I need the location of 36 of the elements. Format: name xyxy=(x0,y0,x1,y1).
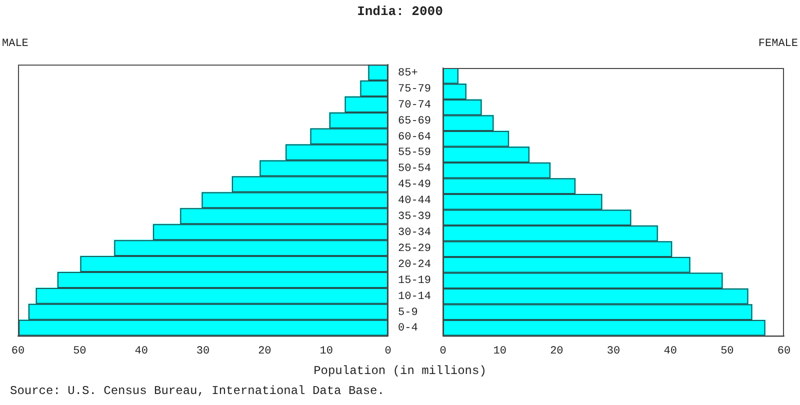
y-tick-label: 85+ xyxy=(398,67,418,80)
y-tick-label: 50-54 xyxy=(398,163,432,176)
x-tick-label: 20 xyxy=(550,345,564,358)
x-tick-label: 30 xyxy=(196,345,210,358)
y-tick-label: 20-24 xyxy=(398,258,432,271)
x-tick-label: 30 xyxy=(606,345,620,358)
y-tick-label: 15-19 xyxy=(398,274,432,287)
chart-subtitle: FEMALE xyxy=(758,38,798,50)
x-tick-label: 10 xyxy=(493,345,506,358)
chart-subtitle: MALE xyxy=(2,38,28,50)
y-tick-label: 0-4 xyxy=(398,322,418,335)
x-tick-label: 0 xyxy=(440,345,446,358)
y-tick-label: 30-34 xyxy=(398,227,432,240)
x-tick-label: 10 xyxy=(320,345,333,358)
x-tick-label: 0 xyxy=(384,345,392,358)
x-tick-label: 50 xyxy=(720,345,734,358)
x-tick-label: 60 xyxy=(777,345,791,358)
y-tick-label: 5-9 xyxy=(398,306,418,319)
y-tick-label: 40-44 xyxy=(398,195,432,208)
x-axis-title: Population (in millions) xyxy=(312,364,488,378)
chart-title: India: 2000 xyxy=(356,4,444,19)
y-tick-label: 45-49 xyxy=(398,179,432,192)
y-tick-label: 70-74 xyxy=(398,99,432,112)
y-tick-label: 35-39 xyxy=(398,211,432,224)
x-tick-label: 40 xyxy=(664,345,677,358)
y-tick-label: 60-64 xyxy=(398,131,432,144)
x-tick-label: 40 xyxy=(134,345,148,358)
x-tick-label: 50 xyxy=(73,345,86,358)
y-tick-label: 75-79 xyxy=(398,83,432,96)
y-tick-label: 25-29 xyxy=(398,242,432,255)
x-tick-label: 60 xyxy=(11,345,25,358)
source-note: Source: U.S. Census Bureau, International Data Base. xyxy=(10,384,384,398)
y-tick-label: 10-14 xyxy=(398,290,432,303)
y-tick-label: 65-69 xyxy=(398,115,432,128)
x-tick-label: 20 xyxy=(258,345,272,358)
y-tick-label: 55-59 xyxy=(398,147,432,160)
